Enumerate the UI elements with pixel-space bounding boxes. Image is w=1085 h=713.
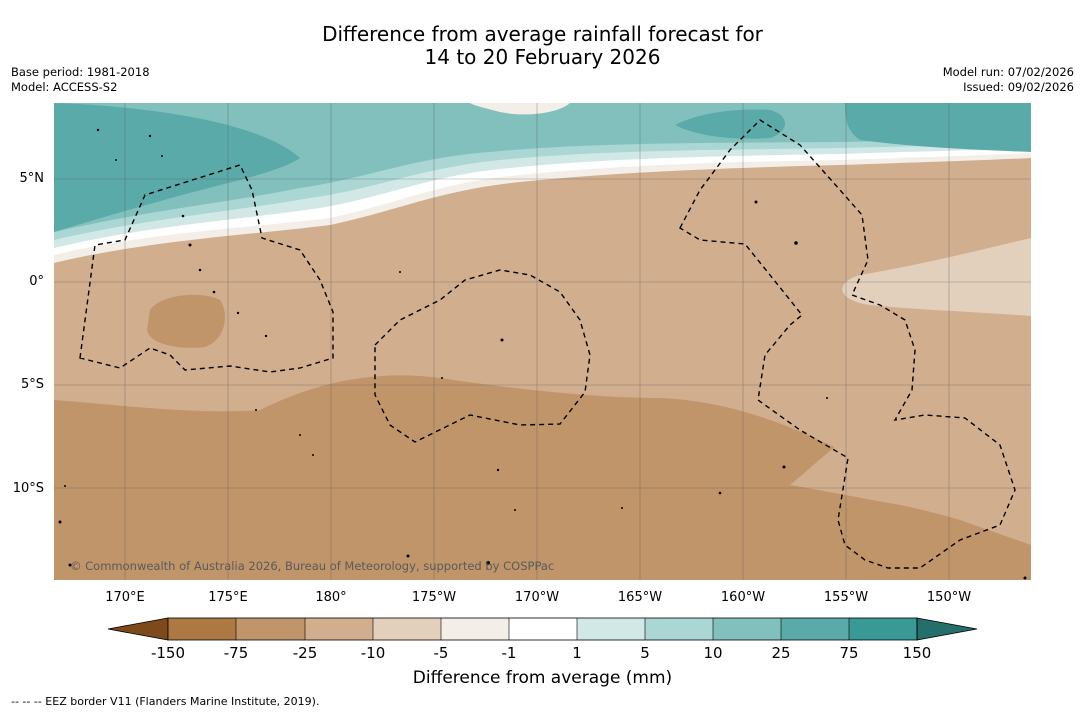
eez-legend-note: -- -- -- EEZ border V11 (Flanders Marine… <box>11 695 320 708</box>
model-run-date: Model run: 07/02/2026 <box>942 65 1074 79</box>
lon-label: 175°E <box>208 590 248 605</box>
east-tongue-south <box>790 420 1031 540</box>
band-10-25 <box>54 103 1031 232</box>
colorbar-tick: -75 <box>223 644 249 662</box>
colorbar-tick: -1 <box>501 644 517 662</box>
colorbar-arrow-high <box>916 617 978 641</box>
eez-borders <box>79 119 1016 569</box>
colorbar-tick: 10 <box>703 644 723 662</box>
lat-label-10s: 10°S <box>12 481 44 496</box>
colorbar-segment <box>577 618 645 640</box>
lon-label: 165°W <box>617 590 663 605</box>
base-period: Base period: 1981-2018 <box>11 65 150 79</box>
colorbar-segment <box>849 618 917 640</box>
lon-label: 170°W <box>514 590 560 605</box>
colorbar-tick: 75 <box>839 644 859 662</box>
lon-label: 180° <box>315 590 347 605</box>
lon-label: 160°W <box>720 590 766 605</box>
colorbar-segment <box>781 618 849 640</box>
band-25-75-central <box>675 109 785 139</box>
colorbar-segment <box>509 618 577 640</box>
metadata-right: Model run: 07/02/2026 Issued: 09/02/2026 <box>943 65 1074 95</box>
lat-label-5n: 5°N <box>19 171 45 186</box>
lon-label: 150°W <box>926 590 972 605</box>
metadata-left: Base period: 1981-2018 Model: ACCESS-S2 <box>11 65 150 95</box>
islands <box>58 128 1027 580</box>
colorbar-outline <box>167 617 918 641</box>
colorbar-segment <box>305 618 373 640</box>
colorbar-segment <box>373 618 441 640</box>
map-area: © Commonwealth of Australia 2026, Bureau… <box>54 103 1031 580</box>
copyright-text: © Commonwealth of Australia 2026, Bureau… <box>70 559 554 573</box>
colorbar-tick: -10 <box>360 644 386 662</box>
dry-notch-north <box>470 103 570 115</box>
model-name: Model: ACCESS-S2 <box>11 80 118 94</box>
colorbar-segment <box>713 618 781 640</box>
colorbar-tick: -25 <box>292 644 318 662</box>
colorbar-dividers <box>235 618 850 640</box>
band-25-75-east <box>845 103 1031 152</box>
colorbar-segment <box>645 618 713 640</box>
dry-blob-west <box>147 294 225 348</box>
lat-label-0: 0° <box>29 274 44 289</box>
colorbar-tick: 150 <box>902 644 932 662</box>
map-title-line-1: Difference from average rainfall forecas… <box>322 22 763 46</box>
lon-label: 175°W <box>411 590 457 605</box>
gridlines <box>54 103 1031 580</box>
colorbar-arrow-low <box>107 617 169 641</box>
colorbar-segment <box>236 618 305 640</box>
lon-label: 155°W <box>823 590 869 605</box>
colorbar-tick: 5 <box>640 644 650 662</box>
colorbar-segment <box>441 618 509 640</box>
issued-date: Issued: 09/02/2026 <box>963 80 1074 94</box>
colorbar-segment <box>168 618 236 640</box>
colorbar <box>107 617 978 641</box>
colorbar-tick: -5 <box>433 644 449 662</box>
map-title-line-2: 14 to 20 February 2026 <box>424 45 661 69</box>
colorbar-tick: -150 <box>150 644 186 662</box>
colorbar-tick: 25 <box>771 644 791 662</box>
lon-label: 170°E <box>105 590 145 605</box>
field-minus10-minus5 <box>842 238 1031 316</box>
lat-label-5s: 5°S <box>20 377 44 392</box>
field-minus75-minus25 <box>54 375 1031 580</box>
colorbar-label: Difference from average (mm) <box>412 668 673 688</box>
colorbar-tick: 1 <box>572 644 582 662</box>
band-25-75-west <box>54 103 300 232</box>
